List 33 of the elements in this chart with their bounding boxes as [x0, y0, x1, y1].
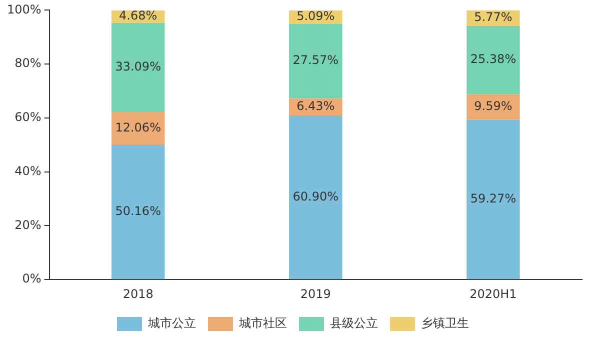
- bar: [111, 22, 165, 112]
- data-label: 60.90%: [292, 189, 339, 204]
- bar: [466, 120, 520, 280]
- data-label: 6.43%: [296, 99, 335, 113]
- legend-label: 城市社区: [238, 316, 287, 330]
- data-label: 5.09%: [296, 9, 335, 24]
- data-label: 59.27%: [470, 192, 516, 206]
- y-tick-label: 0%: [22, 272, 42, 286]
- y-tick-label: 20%: [14, 218, 42, 232]
- data-label: 5.77%: [474, 10, 512, 24]
- x-tick-label: 2018: [122, 286, 154, 301]
- data-label: 50.16%: [115, 204, 161, 218]
- y-tick-label: 60%: [14, 110, 42, 124]
- data-label: 12.06%: [115, 120, 161, 134]
- bar: [289, 116, 342, 280]
- y-tick-label: 80%: [14, 56, 42, 70]
- data-label: 25.38%: [470, 52, 516, 66]
- bar: [466, 26, 520, 94]
- bar: [289, 24, 342, 98]
- y-tick-label: 100%: [6, 2, 42, 16]
- data-label: 27.57%: [292, 53, 339, 68]
- bar: [111, 112, 165, 144]
- data-label: 4.68%: [119, 8, 158, 23]
- legend-label: 县级公立: [330, 316, 378, 330]
- data-label: 33.09%: [115, 60, 161, 74]
- bar: [466, 94, 520, 120]
- legend-label: 乡镇卫生: [421, 316, 469, 330]
- legend-label: 城市公立: [147, 316, 196, 330]
- data-label: 9.59%: [474, 99, 512, 114]
- x-tick-label: 2019: [300, 286, 331, 301]
- y-tick-label: 40%: [14, 164, 42, 178]
- x-tick-label: 2020H1: [470, 286, 517, 301]
- bar: [111, 144, 165, 280]
